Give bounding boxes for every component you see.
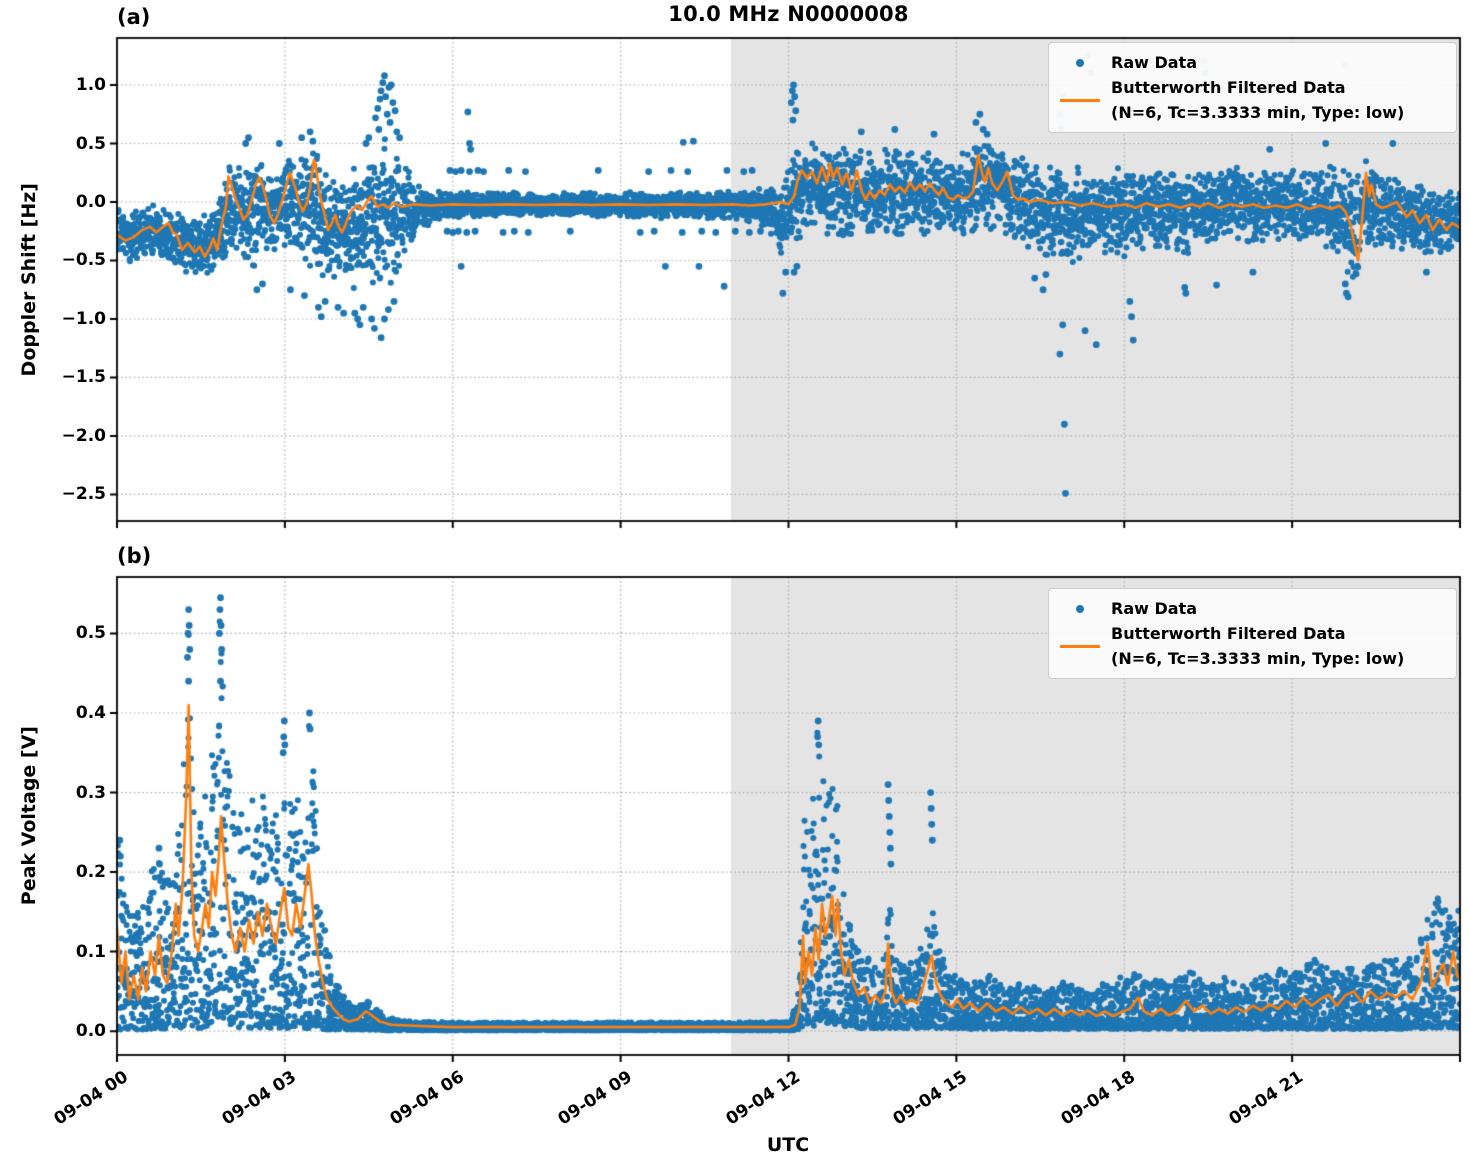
figure: 10.0 MHz N0000008 (a) (b) Doppler Shift … bbox=[0, 0, 1471, 1172]
chart-canvas bbox=[0, 0, 1471, 1172]
